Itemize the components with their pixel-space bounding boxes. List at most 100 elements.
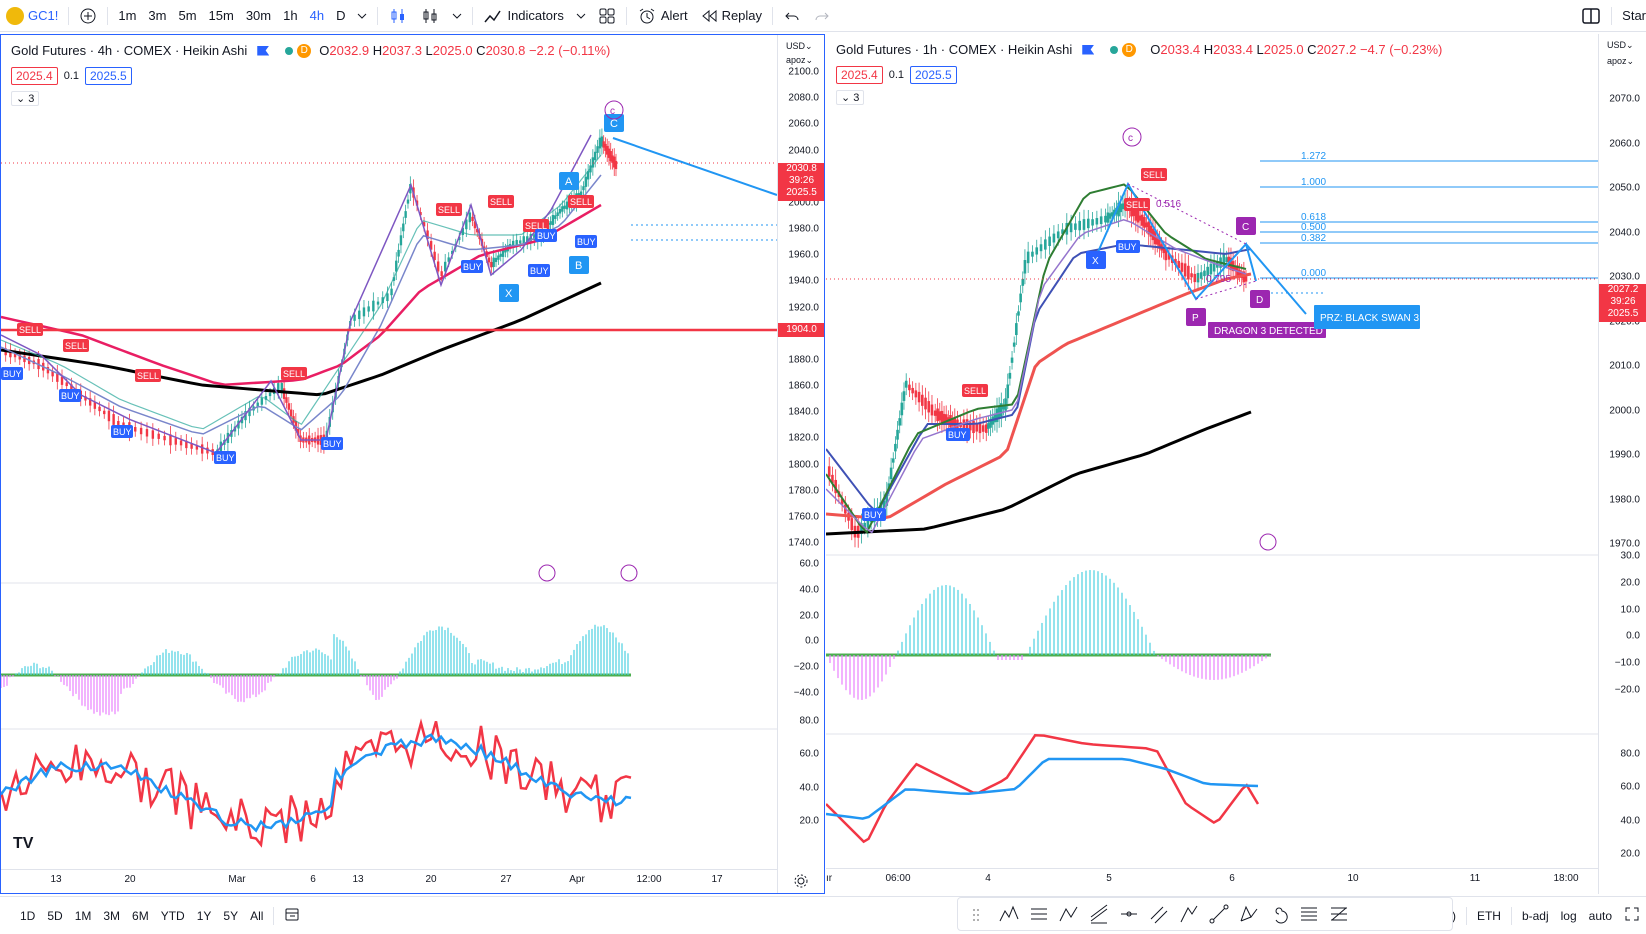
fib-extension-icon[interactable]: [1328, 903, 1350, 925]
tradingview-logo[interactable]: TV: [13, 835, 34, 852]
buy-price-button[interactable]: 2025.5: [910, 66, 957, 84]
candle-body: [473, 221, 477, 229]
range-6M[interactable]: 6M: [132, 908, 149, 923]
fib-spiral-icon[interactable]: [1268, 903, 1290, 925]
interval-1h[interactable]: 1h: [283, 8, 298, 23]
interval-D[interactable]: D: [336, 8, 346, 23]
log-toggle[interactable]: log: [1560, 908, 1577, 923]
axis-tick-label: −40.0: [793, 687, 819, 699]
candle-body: [386, 293, 389, 302]
interval-3m[interactable]: 3m: [148, 8, 167, 23]
undo-icon: [785, 12, 799, 20]
right-chart-pane[interactable]: 0.516 0.795 1.272 1.000 0.618 0.500 0.382 0.000…: [826, 34, 1646, 894]
candle-body: [422, 222, 426, 227]
range-YTD[interactable]: YTD: [160, 908, 185, 923]
candle-body: [889, 467, 893, 480]
fib-channel-icon[interactable]: [1088, 903, 1110, 925]
bars-style-button[interactable]: [414, 0, 446, 32]
candle-body: [613, 156, 616, 168]
chevron-down-icon: [576, 13, 586, 19]
elliott-wave-icon[interactable]: [998, 903, 1020, 925]
chart-type-button[interactable]: [382, 0, 414, 32]
interval-1m[interactable]: 1m: [118, 8, 137, 23]
symbol-search[interactable]: GC1!: [0, 0, 64, 32]
interval-15m[interactable]: 15m: [208, 8, 234, 23]
interval-30m[interactable]: 30m: [245, 8, 272, 23]
left-last-price-tag: 2030.8 39:26 2025.5: [778, 163, 824, 201]
range-1D[interactable]: 1D: [20, 908, 36, 923]
horizontal-lines-icon[interactable]: [1028, 903, 1050, 925]
add-symbol-button[interactable]: [73, 0, 103, 32]
interval-dropdown[interactable]: [351, 0, 373, 32]
sell-signal: [568, 195, 594, 208]
right-time-axis[interactable]: ır 06:00 4 5 6 10 11 18:00: [826, 868, 1598, 892]
left-price-axis[interactable]: USD⌄ apoz⌄ 2100.02080.02060.02040.02020.…: [777, 35, 824, 893]
right-collapse-indicators[interactable]: ⌄ 3: [836, 90, 865, 105]
sell-price-button[interactable]: 2025.4: [836, 66, 883, 84]
candle-body: [1203, 270, 1206, 277]
pitchfork-icon[interactable]: [1178, 903, 1200, 925]
undo-button[interactable]: [777, 0, 807, 32]
buy-signal: [535, 229, 557, 242]
pattern-point-B: [569, 256, 589, 274]
abcd-pattern-icon[interactable]: [1058, 903, 1080, 925]
redo-button[interactable]: [807, 0, 837, 32]
chart-type-dropdown[interactable]: [446, 0, 468, 32]
ask-price-tag: 2025.5: [786, 187, 817, 198]
axis-tick-label: 0.0: [1626, 630, 1640, 642]
left-time-axis[interactable]: 13 20 Mar 6 13 20 27 Apr 12:00 17: [1, 869, 777, 893]
replay-button[interactable]: Replay: [694, 0, 768, 32]
session-button[interactable]: ETH: [1476, 908, 1501, 923]
indicators-button[interactable]: Indicators: [477, 0, 569, 32]
candle-body: [494, 257, 498, 263]
adjust-button[interactable]: b-adj: [1521, 908, 1549, 923]
fib-retracement-icon[interactable]: [1298, 903, 1320, 925]
range-5D[interactable]: 5D: [47, 908, 63, 923]
scale-mode[interactable]: apoz⌄: [1607, 56, 1635, 66]
range-1M[interactable]: 1M: [74, 908, 92, 923]
xabcd-pattern-icon[interactable]: [1238, 903, 1260, 925]
candle-body: [927, 401, 931, 413]
currency-selector[interactable]: USD⌄: [786, 41, 813, 51]
interval-5m[interactable]: 5m: [178, 8, 197, 23]
right-chart-canvas[interactable]: 0.5160.7951.2721.0000.6180.5000.3820.000…: [826, 34, 1646, 894]
right-price-axis[interactable]: USD⌄ apoz⌄ 2070.0 2060.0 2050.0 2040.0 2030.…: [1598, 34, 1646, 894]
fullscreen-button[interactable]: [1618, 906, 1646, 925]
indicators-dropdown[interactable]: [570, 0, 592, 32]
templates-button[interactable]: [592, 0, 622, 32]
drag-handle-icon[interactable]: [968, 903, 990, 925]
scale-mode[interactable]: apoz⌄: [786, 55, 814, 65]
axis-tick-label: 1920.0: [788, 302, 819, 313]
candle-body: [399, 235, 403, 246]
layout-button[interactable]: [1575, 0, 1607, 32]
currency-selector[interactable]: USD⌄: [1607, 40, 1634, 50]
candle-body: [1008, 372, 1012, 379]
range-3M[interactable]: 3M: [103, 908, 121, 923]
auto-toggle[interactable]: auto: [1588, 908, 1612, 923]
range-All[interactable]: All: [250, 908, 264, 923]
range-5Y[interactable]: 5Y: [223, 908, 239, 923]
buy-price-button[interactable]: 2025.5: [85, 67, 132, 85]
candle-body: [287, 403, 291, 410]
alert-button[interactable]: Alert: [631, 0, 694, 32]
star-label[interactable]: Star: [1622, 8, 1646, 23]
sell-price-button[interactable]: 2025.4: [11, 67, 58, 85]
goto-date-button[interactable]: [278, 906, 306, 925]
settings-button[interactable]: [779, 871, 823, 891]
range-1Y[interactable]: 1Y: [196, 908, 212, 923]
ema-line-red: [826, 272, 1252, 521]
axis-tick-label: 2000.0: [1609, 405, 1640, 416]
axis-tick-label: 1860.0: [788, 380, 819, 392]
parallel-channel-icon[interactable]: [1148, 903, 1170, 925]
pattern-point-D: [1250, 290, 1270, 308]
horizontal-ray-icon[interactable]: [1118, 903, 1140, 925]
left-collapse-indicators[interactable]: ⌄ 3: [11, 91, 40, 106]
trend-line-icon[interactable]: [1208, 903, 1230, 925]
candle-body: [989, 418, 992, 428]
candle-body: [112, 414, 115, 425]
pattern-point-label: D: [1256, 295, 1263, 306]
interval-4h[interactable]: 4h: [309, 8, 325, 23]
candle-body: [942, 413, 946, 423]
